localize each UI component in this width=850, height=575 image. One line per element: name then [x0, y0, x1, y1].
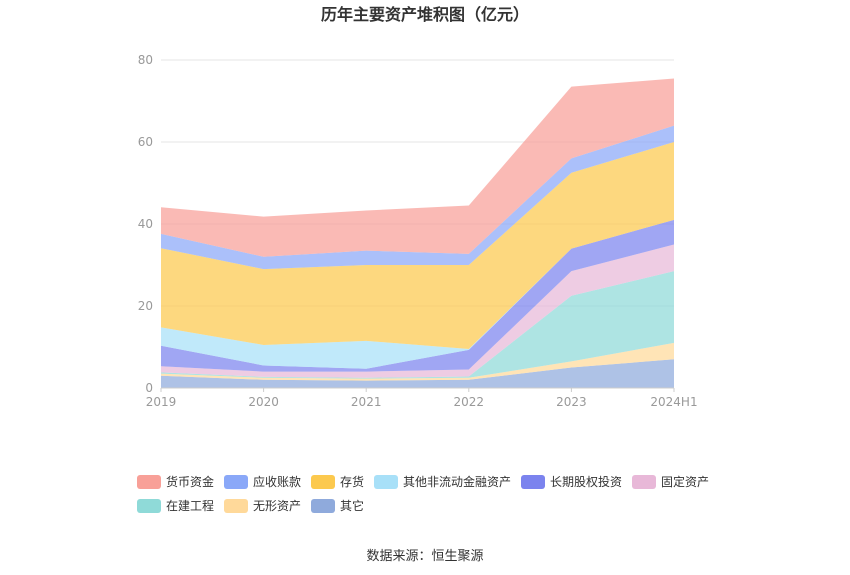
area-其他非流动金融资产 — [161, 219, 674, 369]
area-长期股权投资 — [161, 219, 674, 372]
x-axis: 2019 2020 2021 2022 2023 2024H1 — [146, 387, 698, 409]
legend-item[interactable]: 在建工程 — [137, 498, 214, 513]
x-tick-label: 2022 — [454, 395, 485, 409]
legend-swatch — [374, 475, 398, 489]
legend-item[interactable]: 固定资产 — [632, 474, 709, 489]
x-tick-label: 2019 — [146, 395, 177, 409]
x-tick-label: 2021 — [351, 395, 382, 409]
y-tick-label: 20 — [138, 299, 153, 313]
legend-swatch — [224, 499, 248, 513]
legend-label: 存货 — [340, 474, 364, 489]
area-货币资金 — [161, 78, 674, 257]
legend-item[interactable]: 其他非流动金融资产 — [374, 474, 511, 489]
legend-item[interactable]: 长期股权投资 — [521, 474, 622, 489]
chart-title: 历年主要资产堆积图（亿元） — [321, 5, 529, 24]
legend-item[interactable]: 应收账款 — [224, 474, 301, 489]
x-tick-label: 2020 — [248, 395, 279, 409]
legend-swatch — [137, 499, 161, 513]
legend-swatch — [224, 475, 248, 489]
legend-label: 固定资产 — [661, 474, 709, 489]
legend-swatch — [521, 475, 545, 489]
y-tick-label: 60 — [138, 135, 153, 149]
area-在建工程 — [161, 271, 674, 379]
legend-swatch — [311, 475, 335, 489]
area-存货 — [161, 142, 674, 350]
area-应收账款 — [161, 125, 674, 270]
area-固定资产 — [161, 244, 674, 378]
legend-item[interactable]: 货币资金 — [137, 474, 214, 489]
y-axis: 0 20 40 60 80 — [138, 53, 153, 395]
legend-label: 在建工程 — [166, 498, 214, 513]
area-无形资产 — [161, 342, 674, 381]
legend-label: 其它 — [340, 498, 364, 513]
legend-item[interactable]: 无形资产 — [224, 499, 301, 513]
legend-swatch — [137, 475, 161, 489]
legend-label: 其他非流动金融资产 — [403, 474, 511, 489]
y-tick-label: 0 — [145, 381, 153, 395]
area-其它 — [161, 359, 674, 388]
legend-swatch — [632, 475, 656, 489]
y-tick-label: 80 — [138, 53, 153, 67]
y-tick-label: 40 — [138, 217, 153, 231]
legend-item[interactable]: 其它 — [311, 498, 364, 513]
data-source-note: 数据来源：恒生聚源 — [366, 549, 483, 564]
legend-label: 货币资金 — [166, 474, 214, 489]
legend-label: 应收账款 — [253, 474, 301, 489]
legend-label: 长期股权投资 — [550, 474, 622, 489]
legend-label: 无形资产 — [253, 499, 301, 513]
x-tick-label: 2023 — [556, 395, 587, 409]
area-series — [161, 78, 674, 388]
legend-item[interactable]: 存货 — [311, 474, 364, 489]
legend-swatch — [311, 499, 335, 513]
x-tick-label: 2024H1 — [650, 395, 697, 409]
